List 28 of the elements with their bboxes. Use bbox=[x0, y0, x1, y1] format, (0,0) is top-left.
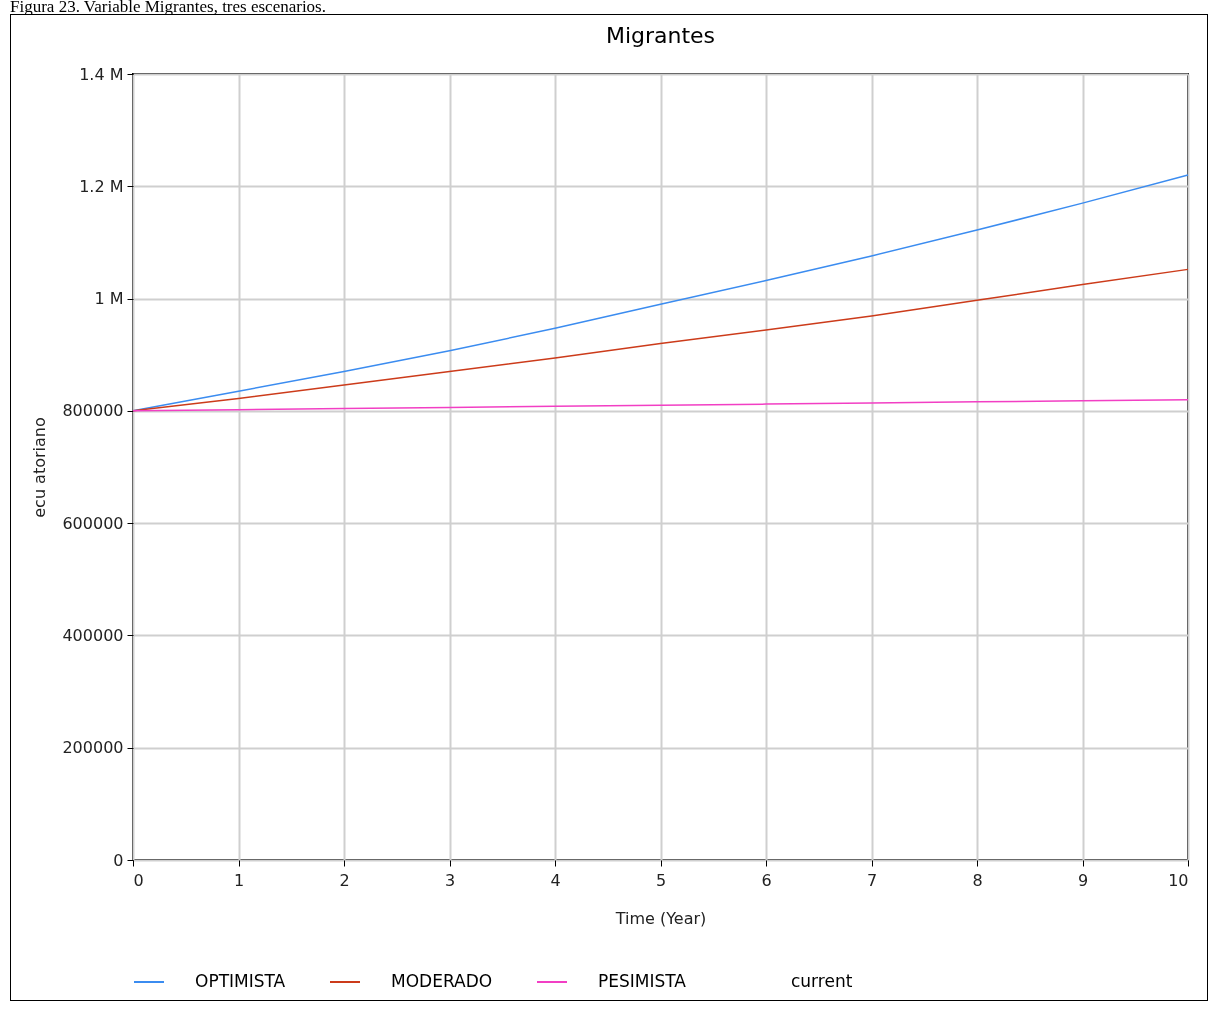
x-tick-label: 6 bbox=[761, 870, 772, 890]
y-tick-label: 600000 bbox=[62, 513, 124, 533]
chart-title: Migrantes bbox=[605, 23, 716, 48]
x-axis-title: Time (Year) bbox=[614, 908, 707, 928]
legend-label: OPTIMISTA bbox=[195, 971, 286, 991]
x-tick-label: 0 bbox=[133, 870, 144, 890]
x-tick-label: 10 bbox=[1168, 870, 1189, 890]
text: Figura 23. Variable Migrantes, tres escenarios. bbox=[10, 0, 326, 16]
x-tick-label: 9 bbox=[1077, 870, 1089, 890]
text: current bbox=[791, 971, 853, 991]
y-tick-label: 1 M bbox=[94, 289, 124, 309]
x-tick-label: 8 bbox=[972, 870, 983, 890]
y-axis-title: ecu atoriano bbox=[30, 417, 50, 518]
x-tick-label: 4 bbox=[550, 870, 561, 890]
y-tick-label: 400000 bbox=[62, 625, 124, 645]
y-tick-label: 1.2 M bbox=[79, 176, 124, 196]
y-tick-label: 1.4 M bbox=[79, 64, 124, 84]
line-series bbox=[132, 398, 1189, 412]
x-tick-label: 5 bbox=[655, 870, 667, 890]
legend-label: MODERADO bbox=[391, 971, 493, 991]
y-tick-label: 0 bbox=[113, 850, 124, 870]
x-tick-label: 1 bbox=[233, 870, 245, 890]
legend-label: PESIMISTA bbox=[598, 971, 687, 991]
x-tick-label: 2 bbox=[339, 870, 350, 890]
y-tick-label: 800000 bbox=[62, 401, 124, 421]
x-tick-label: 3 bbox=[444, 870, 456, 890]
x-tick-label: 7 bbox=[866, 870, 878, 890]
y-tick-label: 200000 bbox=[62, 738, 124, 758]
